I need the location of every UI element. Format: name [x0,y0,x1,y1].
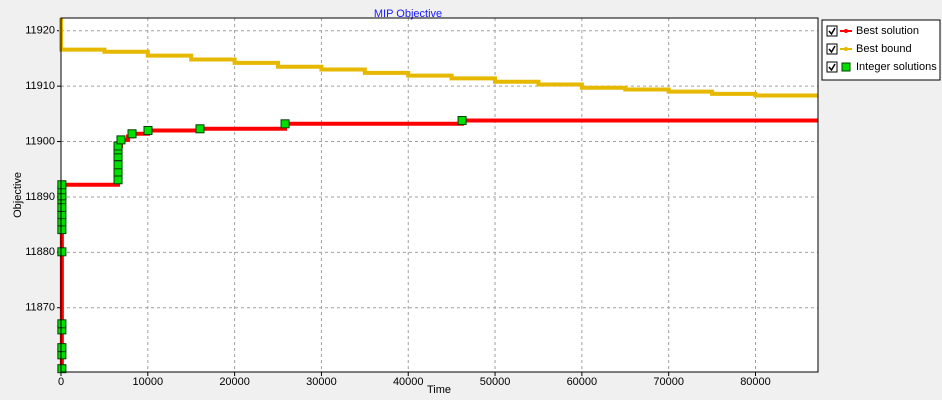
x-tick-label: 40000 [393,376,424,388]
integer-solution-marker [57,364,67,374]
legend-checkbox[interactable] [826,61,838,73]
integer-solution-marker [113,175,123,185]
y-tick-label: 11910 [25,80,55,92]
y-tick-label: 11920 [25,25,55,37]
legend-label: Best solution [856,25,919,37]
integer-solution-marker [57,180,67,190]
integer-solution-marker [57,319,67,329]
x-tick-label: 30000 [306,376,337,388]
integer-solution-marker [116,135,126,145]
chart-title: MIP Objective [374,8,442,20]
x-tick-label: 0 [58,376,64,388]
y-tick-label: 11880 [25,246,55,258]
x-tick-label: 20000 [219,376,250,388]
legend-label: Best bound [856,43,912,55]
integer-solution-marker [143,125,153,135]
integer-solution-marker [113,160,123,170]
integer-solution-marker [57,247,67,257]
integer-solution-marker [457,115,467,125]
y-tick-label: 11870 [25,302,55,314]
integer-solution-marker [127,129,137,139]
x-tick-label: 80000 [740,376,771,388]
plot-frame [60,17,819,373]
legend-checkmark[interactable] [828,45,836,54]
integer-solution-marker [57,343,67,353]
integer-solution-marker [57,202,67,212]
legend-checkbox[interactable] [826,25,838,37]
x-axis-title: Time [427,384,451,396]
legend-checkbox[interactable] [826,43,838,55]
integer-solution-marker [280,119,290,129]
y-tick-label: 11900 [25,135,55,147]
series-line [59,18,818,98]
legend-swatch [841,62,851,72]
legend-swatch-dot [844,29,848,33]
x-tick-label: 70000 [653,376,684,388]
x-tick-label: 60000 [567,376,598,388]
legend-swatch-dot [844,47,848,51]
legend-checkmark[interactable] [828,27,836,36]
legend-label: Integer solutions [856,61,937,73]
y-axis-title: Objective [12,172,24,218]
integer-solution-marker [57,225,67,235]
x-tick-label: 10000 [133,376,164,388]
plot-area [61,18,818,372]
integer-solution-marker [195,124,205,134]
legend-checkmark[interactable] [828,63,836,72]
y-tick-label: 11890 [25,191,55,203]
x-tick-label: 50000 [480,376,511,388]
